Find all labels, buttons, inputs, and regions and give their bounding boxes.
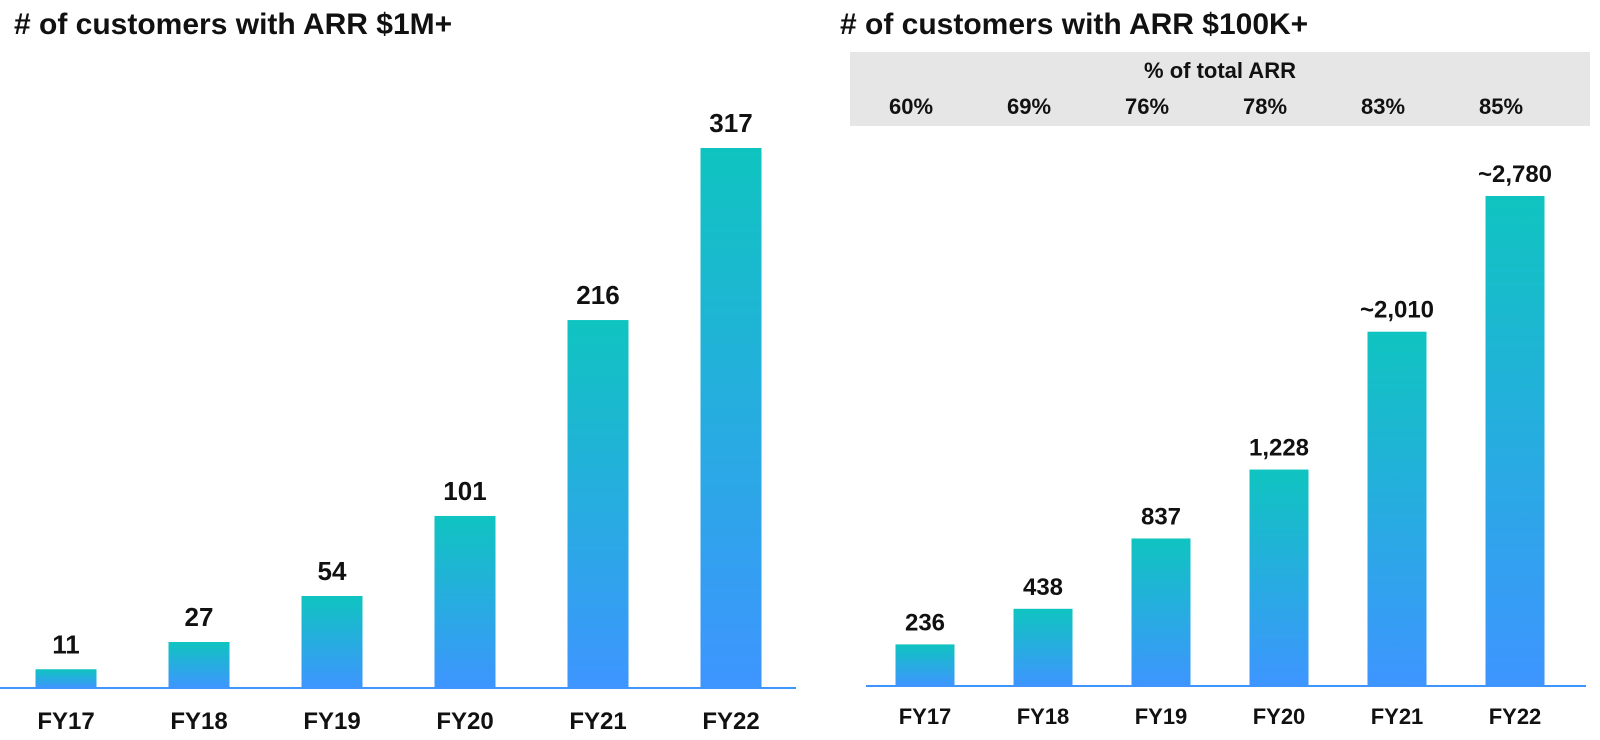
arr-share-band-title: % of total ARR — [1144, 58, 1296, 83]
right-value-label-fy17: 236 — [905, 609, 945, 636]
left-tick-label-fy17: FY17 — [37, 708, 94, 735]
right-tick-label-fy22: FY22 — [1489, 704, 1542, 729]
left-value-label-fy21: 216 — [576, 280, 619, 310]
right-chart-title: # of customers with ARR $100K+ — [840, 8, 1308, 41]
arr-share-value-fy17: 60% — [889, 94, 933, 119]
right-bar-series: 236 FY17 438 FY18 837 FY19 1,228 FY20 ~2,010 FY21… — [895, 161, 1552, 729]
left-bar-fy19 — [301, 596, 363, 688]
left-value-label-fy18: 27 — [185, 602, 214, 632]
right-value-label-fy21: ~2,010 — [1360, 297, 1434, 324]
right-bar-fy22 — [1485, 196, 1545, 686]
left-chart-title: # of customers with ARR $1M+ — [14, 8, 452, 41]
right-value-label-fy19: 837 — [1141, 503, 1181, 530]
left-bar-fy18 — [168, 642, 230, 688]
right-value-label-fy22: ~2,780 — [1478, 161, 1552, 188]
arr-share-value-fy19: 76% — [1125, 94, 1169, 119]
left-value-label-fy20: 101 — [443, 476, 486, 506]
right-bar-fy18 — [1013, 608, 1073, 686]
right-bar-fy17 — [895, 644, 955, 686]
left-bar-fy20 — [434, 515, 496, 688]
left-bar-fy21 — [567, 320, 629, 688]
left-bar-fy22 — [700, 148, 762, 688]
right-tick-label-fy20: FY20 — [1253, 704, 1306, 729]
right-tick-label-fy17: FY17 — [899, 704, 952, 729]
arr-share-band — [850, 52, 1590, 126]
left-tick-label-fy20: FY20 — [436, 708, 493, 735]
right-tick-label-fy21: FY21 — [1371, 704, 1424, 729]
right-tick-label-fy18: FY18 — [1017, 704, 1070, 729]
right-bar-fy20 — [1249, 469, 1309, 686]
left-tick-label-fy18: FY18 — [170, 708, 227, 735]
right-value-label-fy20: 1,228 — [1249, 435, 1309, 462]
left-tick-label-fy21: FY21 — [569, 708, 626, 735]
arr-share-value-fy20: 78% — [1243, 94, 1287, 119]
right-bar-fy21 — [1367, 331, 1427, 686]
arr-share-value-fy21: 83% — [1361, 94, 1405, 119]
right-tick-label-fy19: FY19 — [1135, 704, 1188, 729]
left-value-label-fy17: 11 — [52, 629, 80, 659]
left-bar-series: 11 FY17 27 FY18 54 FY19 101 FY20 216 FY21 317 FY22 — [35, 108, 762, 735]
left-tick-label-fy22: FY22 — [702, 708, 759, 735]
right-value-label-fy18: 438 — [1023, 574, 1063, 601]
arr-share-value-fy22: 85% — [1479, 94, 1523, 119]
left-value-label-fy19: 54 — [318, 556, 347, 586]
left-tick-label-fy19: FY19 — [303, 708, 360, 735]
right-bar-fy19 — [1131, 538, 1191, 686]
left-bar-fy17 — [35, 669, 97, 688]
left-value-label-fy22: 317 — [709, 108, 752, 138]
arr-share-values: 60% 69% 76% 78% 83% 85% — [889, 94, 1523, 119]
arr-share-value-fy18: 69% — [1007, 94, 1051, 119]
